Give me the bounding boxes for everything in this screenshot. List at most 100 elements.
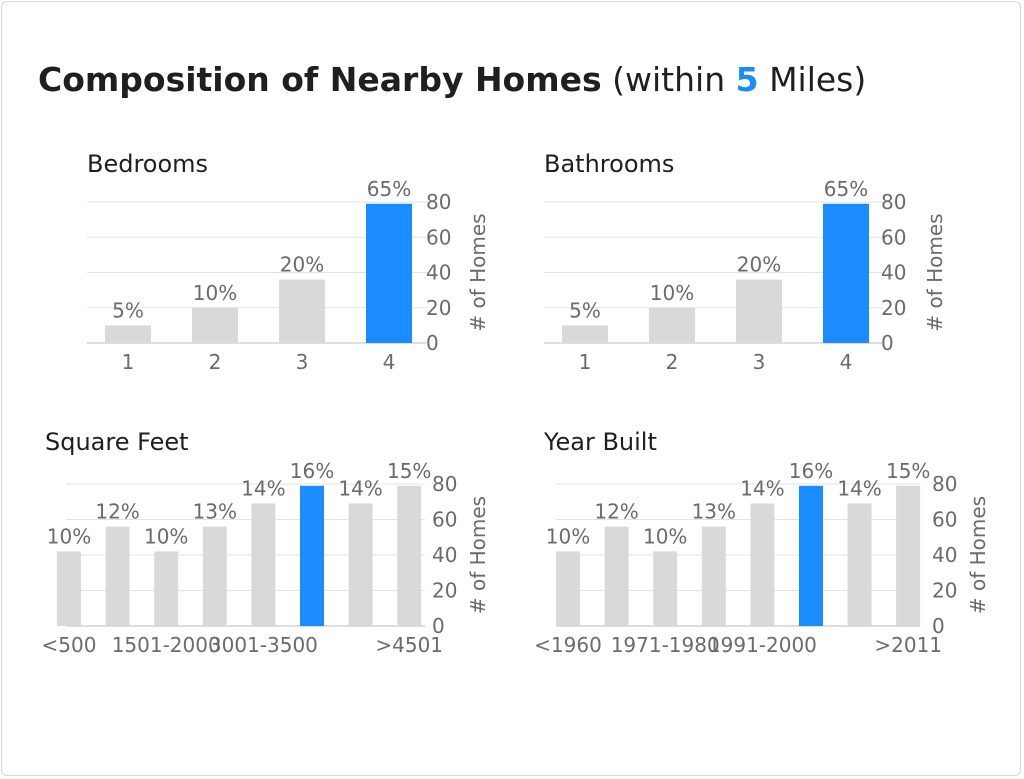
data-label: 14% [837,477,881,501]
bar-1501-2000 [154,551,179,626]
data-label: 15% [886,459,930,483]
chart-title: Square Feet [45,428,189,456]
bar->2011 [896,485,921,626]
y-tick-label: 40 [881,261,906,285]
bar-1981-1990 [701,526,726,626]
y-tick-label: 40 [432,543,457,567]
x-tick-label: 1971-1980 [611,633,720,657]
y-tick-label: 60 [426,225,451,249]
y-tick-label: 80 [432,472,457,496]
data-label: 20% [280,253,324,277]
x-tick-label: 3001-3500 [209,633,318,657]
y-tick-label: 0 [426,331,439,355]
x-tick-label: <1960 [534,633,602,657]
y-tick-label: 40 [426,261,451,285]
bar-1 [105,325,151,343]
y-tick-label: 20 [432,579,457,603]
x-tick-label: 1 [122,350,135,374]
bar-4 [366,203,412,343]
bar-2001-2500 [202,526,227,626]
data-label: 10% [643,524,687,548]
y-tick-label: 60 [881,225,906,249]
data-label: 12% [95,500,139,524]
bar-4 [823,203,869,343]
title-main: Composition of Nearby Homes [38,60,602,99]
y-tick-label: 80 [932,472,957,496]
x-tick-label: <500 [42,633,97,657]
data-label: 5% [112,298,144,322]
y-tick-label: 0 [932,614,945,638]
data-label: 12% [594,500,638,524]
data-label: 10% [546,524,590,548]
y-axis-label: # of Homes [466,496,490,614]
bar-<1960 [556,551,580,626]
x-tick-label: 3 [296,350,309,374]
data-label: 14% [740,477,784,501]
x-tick-label: 2 [666,350,679,374]
x-tick-label: >2011 [874,633,942,657]
y-axis-label: # of Homes [966,496,990,614]
bar-2001-2005 [799,485,823,626]
bar-3501-4000 [300,485,324,626]
x-tick-label: 1501-2000 [112,633,221,657]
y-tick-label: 60 [932,508,957,532]
y-axis-label: # of Homes [466,213,490,331]
y-tick-label: 20 [881,296,906,320]
bar-2 [649,307,695,343]
data-label: 10% [47,524,91,548]
bar-4001-4500 [348,503,373,626]
data-label: 15% [387,459,431,483]
y-tick-label: 40 [932,543,957,567]
y-tick-label: 0 [432,614,445,638]
bar->4501 [397,485,422,626]
bar-3 [279,279,325,343]
y-tick-label: 0 [881,331,894,355]
bar-<500 [57,551,81,626]
title-suffix: Miles) [758,60,867,99]
data-label: 13% [193,500,237,524]
radius-value: 5 [735,60,759,99]
chart-title: Bedrooms [87,150,208,178]
x-tick-label: 3 [753,350,766,374]
bar-3001-3500 [251,503,276,626]
bar-1961-1970 [604,526,629,626]
data-label: 16% [789,459,833,483]
data-label: 10% [193,281,237,305]
x-tick-label: >4501 [375,633,443,657]
y-tick-label: 60 [432,508,457,532]
bar-1 [562,325,608,343]
chart-panel-1: Bathrooms 80 60 40 20 0 # of Homes 5% 10% 20% 65% 1… [544,150,947,374]
data-label: 65% [367,177,411,201]
y-tick-label: 20 [932,579,957,603]
chart-panel-0: Bedrooms 80 60 40 20 0 # of Homes 5% 10% 20% 65% 1 2… [87,150,490,374]
data-label: 14% [338,477,382,501]
chart-title: Bathrooms [544,150,674,178]
bar-2006-2010 [847,503,872,626]
y-axis-label: # of Homes [923,213,947,331]
data-label: 13% [692,500,736,524]
chart-title: Year Built [543,428,657,456]
title-prefix: (within [601,60,736,99]
data-label: 65% [824,177,868,201]
bar-2 [192,307,238,343]
bar-501-1000 [105,526,130,626]
data-label: 20% [737,253,781,277]
x-tick-label: 4 [840,350,853,374]
data-label: 10% [144,524,188,548]
x-tick-label: 1 [579,350,592,374]
y-tick-label: 80 [426,190,451,214]
x-tick-label: 2 [209,350,222,374]
data-label: 14% [241,477,285,501]
data-label: 10% [650,281,694,305]
data-label: 5% [569,298,601,322]
y-tick-label: 20 [426,296,451,320]
data-label: 16% [290,459,334,483]
page-title: Composition of Nearby Homes (within 5 Mi… [38,60,866,99]
y-tick-label: 80 [881,190,906,214]
x-tick-label: 4 [383,350,396,374]
bar-3 [736,279,782,343]
x-tick-label: 1991-2000 [708,633,817,657]
